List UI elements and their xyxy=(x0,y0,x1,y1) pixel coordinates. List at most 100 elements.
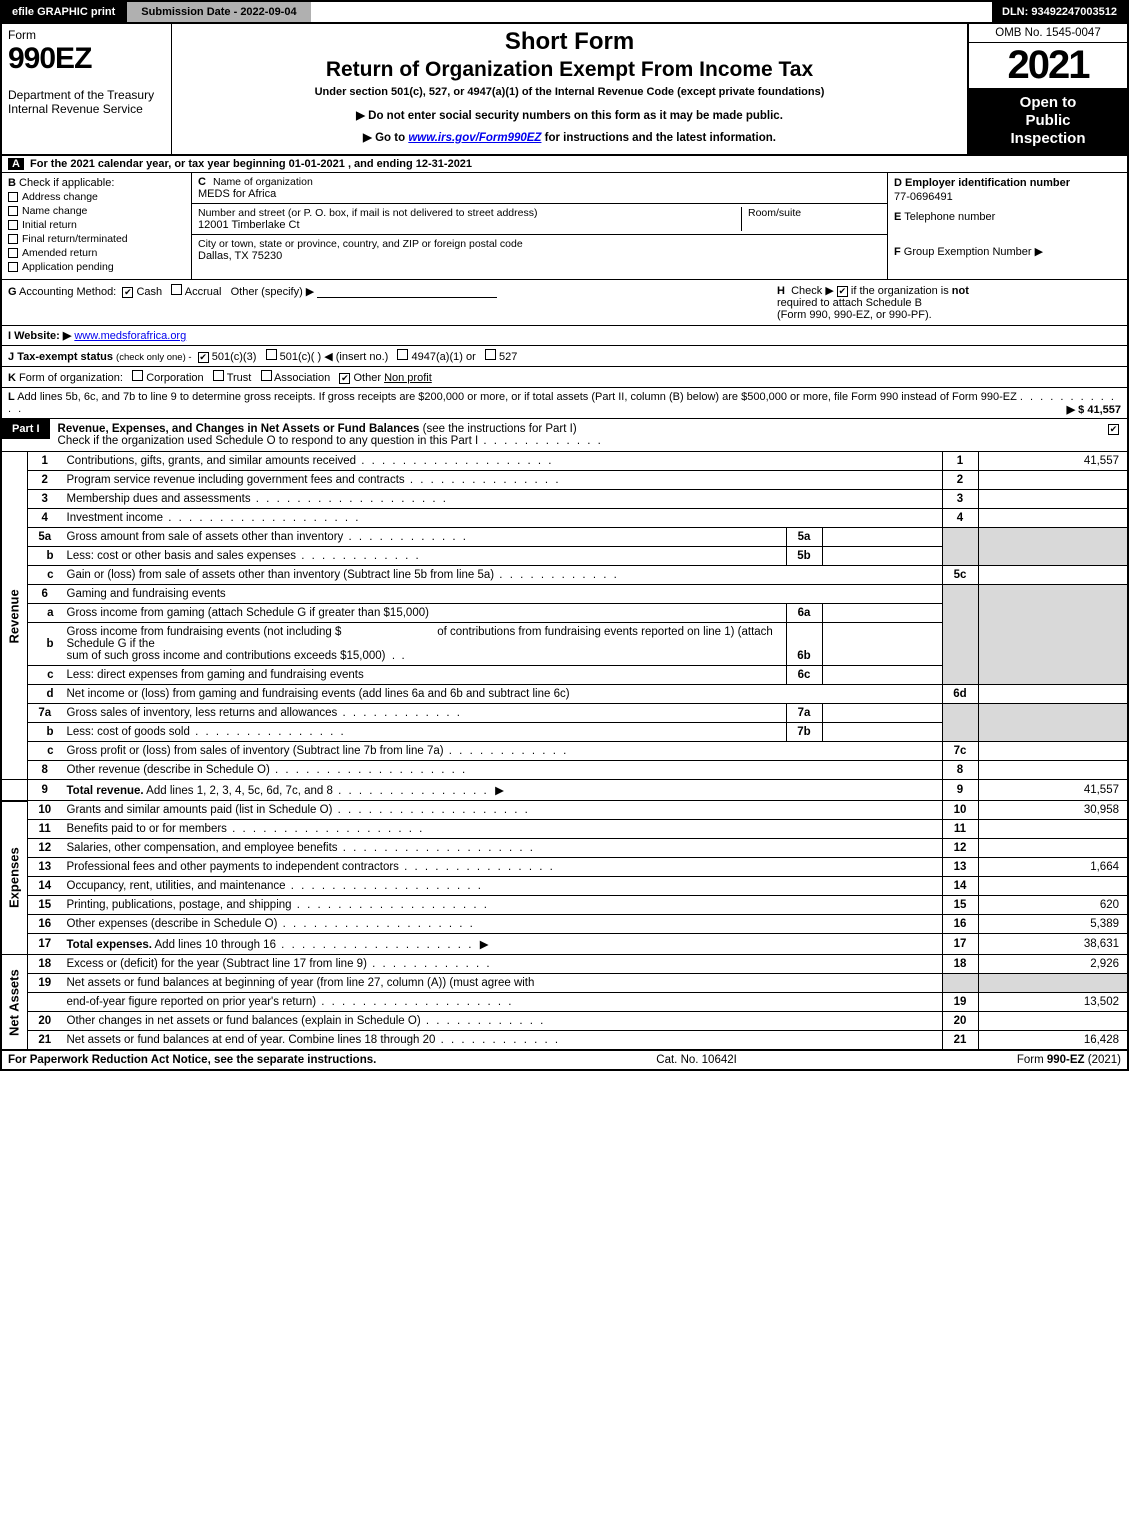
l6b-inval xyxy=(822,623,942,666)
section-l-lead: L xyxy=(8,391,15,403)
l1-rval: 41,557 xyxy=(978,452,1128,471)
l5b-inlab: 5b xyxy=(786,547,822,566)
l6-num: 6 xyxy=(28,585,62,604)
line-17: 17 Total expenses. Add lines 10 through … xyxy=(1,934,1128,955)
l7a-inlab: 7a xyxy=(786,704,822,723)
l17-num: 17 xyxy=(28,934,62,955)
l18-num: 18 xyxy=(28,955,62,974)
revenue-side-label: Revenue xyxy=(1,452,28,780)
chk-527[interactable] xyxy=(485,349,496,360)
chk-corporation[interactable] xyxy=(132,370,143,381)
checkbox-icon[interactable] xyxy=(8,192,18,202)
checkbox-icon[interactable] xyxy=(8,262,18,272)
chk-accrual[interactable] xyxy=(171,284,182,295)
l14-rval xyxy=(978,877,1128,896)
l7c-num: c xyxy=(28,742,62,761)
l7a-inval xyxy=(822,704,942,723)
l13-rval: 1,664 xyxy=(978,858,1128,877)
l9-desc-bold: Total revenue. xyxy=(67,785,144,797)
chk-amended-return[interactable]: Amended return xyxy=(8,247,185,259)
chk-4947[interactable] xyxy=(397,349,408,360)
l11-desc: Benefits paid to or for members xyxy=(67,823,227,835)
l16-rnum: 16 xyxy=(942,915,978,934)
section-c-lead: C xyxy=(198,176,206,188)
l10-rval: 30,958 xyxy=(978,801,1128,820)
omb-number: OMB No. 1545-0047 xyxy=(969,24,1127,43)
l5a-num: 5a xyxy=(28,528,62,547)
form-header: Form 990EZ Department of the Treasury In… xyxy=(0,24,1129,156)
accrual-label: Accrual xyxy=(185,286,222,298)
j-o2: 501(c)( ) ◀ (insert no.) xyxy=(280,351,389,363)
l14-desc: Occupancy, rent, utilities, and maintena… xyxy=(67,880,286,892)
chk-other[interactable] xyxy=(339,373,350,384)
chk-name-change[interactable]: Name change xyxy=(8,205,185,217)
l16-num: 16 xyxy=(28,915,62,934)
l7-shade-rnum xyxy=(942,704,978,742)
h-text1: Check ▶ xyxy=(791,285,834,297)
l19-rval: 13,502 xyxy=(978,993,1128,1012)
l6c-inlab: 6c xyxy=(786,666,822,685)
under-section-text: Under section 501(c), 527, or 4947(a)(1)… xyxy=(178,86,961,98)
l6b-num: b xyxy=(28,623,62,666)
form-word: Form xyxy=(8,28,165,42)
other-label: Other (specify) ▶ xyxy=(231,286,315,298)
chk-trust[interactable] xyxy=(213,370,224,381)
footer-right-post: (2021) xyxy=(1085,1054,1121,1066)
j-sub: (check only one) - xyxy=(116,352,192,363)
l6-desc: Gaming and fundraising events xyxy=(67,588,226,600)
website-link[interactable]: www.medsforafrica.org xyxy=(74,330,186,342)
do-not-enter-text: ▶ Do not enter social security numbers o… xyxy=(178,108,961,122)
city-value: Dallas, TX 75230 xyxy=(198,250,282,262)
k-o0: Corporation xyxy=(146,372,203,384)
chk-501c3[interactable] xyxy=(198,352,209,363)
l7b-inlab: 7b xyxy=(786,723,822,742)
chk-schedule-b[interactable] xyxy=(837,286,848,297)
l13-rnum: 13 xyxy=(942,858,978,877)
checkbox-icon[interactable] xyxy=(8,206,18,216)
l20-rval xyxy=(978,1012,1128,1031)
chk-cash[interactable] xyxy=(122,287,133,298)
checkbox-icon[interactable] xyxy=(8,220,18,230)
tax-year: 2021 xyxy=(969,43,1127,88)
section-k-lead: K xyxy=(8,372,16,384)
checkbox-icon[interactable] xyxy=(8,248,18,258)
chk-schedule-o[interactable] xyxy=(1108,424,1119,435)
l7c-rnum: 7c xyxy=(942,742,978,761)
header-right: OMB No. 1545-0047 2021 Open to Public In… xyxy=(967,24,1127,154)
line-19b: end-of-year figure reported on prior yea… xyxy=(1,993,1128,1012)
l10-desc: Grants and similar amounts paid (list in… xyxy=(67,804,333,816)
l5a-desc: Gross amount from sale of assets other t… xyxy=(67,531,344,543)
line-20: 20 Other changes in net assets or fund b… xyxy=(1,1012,1128,1031)
footer-right-pre: Form xyxy=(1017,1054,1047,1066)
l5c-rnum: 5c xyxy=(942,566,978,585)
chk-address-change[interactable]: Address change xyxy=(8,191,185,203)
l9-num: 9 xyxy=(28,780,62,801)
line-11: 11 Benefits paid to or for members 11 xyxy=(1,820,1128,839)
cash-label: Cash xyxy=(136,286,162,298)
line-16: 16 Other expenses (describe in Schedule … xyxy=(1,915,1128,934)
l13-num: 13 xyxy=(28,858,62,877)
l5-shade-rval xyxy=(978,528,1128,566)
l6d-rval xyxy=(978,685,1128,704)
section-b-label: Check if applicable: xyxy=(19,177,114,189)
efile-print-label[interactable]: efile GRAPHIC print xyxy=(2,2,125,22)
l6a-inlab: 6a xyxy=(786,604,822,623)
chk-application-pending[interactable]: Application pending xyxy=(8,261,185,273)
chk-final-return[interactable]: Final return/terminated xyxy=(8,233,185,245)
l4-rnum: 4 xyxy=(942,509,978,528)
l12-desc: Salaries, other compensation, and employ… xyxy=(67,842,338,854)
row-k: K Form of organization: Corporation Trus… xyxy=(0,367,1129,388)
chk-initial-return[interactable]: Initial return xyxy=(8,219,185,231)
chk-association[interactable] xyxy=(261,370,272,381)
chk-501c[interactable] xyxy=(266,349,277,360)
section-i-lead: I xyxy=(8,330,11,342)
checkbox-icon[interactable] xyxy=(8,234,18,244)
k-o2: Association xyxy=(274,372,330,384)
l7b-num: b xyxy=(28,723,62,742)
l7c-rval xyxy=(978,742,1128,761)
goto-text: ▶ Go to www.irs.gov/Form990EZ for instru… xyxy=(178,130,961,144)
l18-rnum: 18 xyxy=(942,955,978,974)
section-k-label: Form of organization: xyxy=(19,372,123,384)
irs-link[interactable]: www.irs.gov/Form990EZ xyxy=(408,132,541,144)
goto-pre: ▶ Go to xyxy=(363,132,408,144)
